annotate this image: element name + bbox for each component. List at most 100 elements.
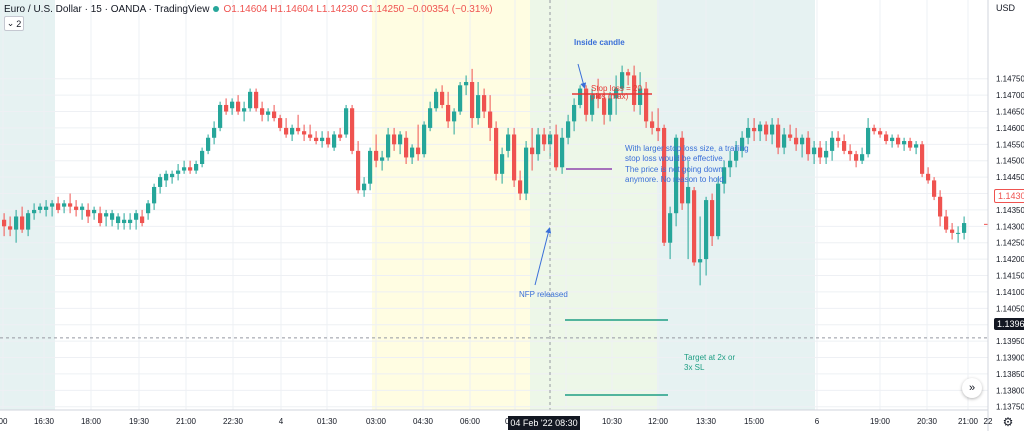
candle[interactable] xyxy=(530,127,535,171)
candle[interactable] xyxy=(374,134,379,168)
candle[interactable] xyxy=(242,101,247,122)
candle[interactable] xyxy=(692,186,697,266)
candle[interactable] xyxy=(896,134,901,148)
candle[interactable] xyxy=(860,147,865,164)
candle[interactable] xyxy=(776,118,781,155)
candle[interactable] xyxy=(800,134,805,158)
candle[interactable] xyxy=(578,85,583,109)
candle[interactable] xyxy=(212,121,217,145)
candle[interactable] xyxy=(152,183,157,210)
candle[interactable] xyxy=(602,91,607,125)
candle[interactable] xyxy=(674,134,679,227)
candle[interactable] xyxy=(668,206,673,260)
candle[interactable] xyxy=(392,127,397,151)
candle[interactable] xyxy=(134,209,139,230)
candle[interactable] xyxy=(248,88,253,112)
candle[interactable] xyxy=(128,213,133,230)
candle[interactable] xyxy=(842,134,847,155)
candle[interactable] xyxy=(206,134,211,155)
candle[interactable] xyxy=(866,118,871,158)
candle[interactable] xyxy=(116,213,121,230)
candle[interactable] xyxy=(662,124,667,246)
candle[interactable] xyxy=(620,65,625,96)
candle[interactable] xyxy=(686,160,691,260)
candle[interactable] xyxy=(218,101,223,132)
candle[interactable] xyxy=(104,209,109,227)
candle[interactable] xyxy=(542,127,547,151)
candle[interactable] xyxy=(32,203,37,220)
collapse-indicators-button[interactable]: ⌄ 2 xyxy=(4,16,24,31)
candle[interactable] xyxy=(878,127,883,138)
candle[interactable] xyxy=(476,82,481,125)
candle[interactable] xyxy=(434,88,439,112)
candle[interactable] xyxy=(758,121,763,142)
candle[interactable] xyxy=(440,85,445,109)
candle[interactable] xyxy=(188,160,193,174)
candle[interactable] xyxy=(398,131,403,155)
candle[interactable] xyxy=(890,134,895,148)
candle[interactable] xyxy=(164,170,169,187)
candle[interactable] xyxy=(110,209,115,227)
candle[interactable] xyxy=(632,65,637,112)
candle[interactable] xyxy=(626,68,631,86)
candle[interactable] xyxy=(938,190,943,227)
candle[interactable] xyxy=(410,144,415,164)
candle[interactable] xyxy=(338,127,343,142)
candle[interactable] xyxy=(302,124,307,142)
candle[interactable] xyxy=(356,141,361,194)
candle[interactable] xyxy=(782,127,787,155)
candle[interactable] xyxy=(644,82,649,128)
candle[interactable] xyxy=(2,213,7,237)
candle[interactable] xyxy=(296,114,301,135)
candle[interactable] xyxy=(38,203,43,214)
candle[interactable] xyxy=(182,160,187,174)
candle[interactable] xyxy=(746,118,751,145)
candle[interactable] xyxy=(566,114,571,145)
candle[interactable] xyxy=(416,124,421,161)
candle[interactable] xyxy=(266,108,271,122)
candle[interactable] xyxy=(824,141,829,164)
candle[interactable] xyxy=(608,91,613,122)
candle[interactable] xyxy=(344,104,349,138)
candle[interactable] xyxy=(446,91,451,128)
candle[interactable] xyxy=(170,170,175,184)
candle[interactable] xyxy=(146,200,151,220)
candle[interactable] xyxy=(200,147,205,168)
candle[interactable] xyxy=(494,121,499,181)
candle[interactable] xyxy=(290,124,295,142)
candle[interactable] xyxy=(734,141,739,168)
candle[interactable] xyxy=(902,137,907,151)
candle[interactable] xyxy=(854,150,859,168)
candle[interactable] xyxy=(56,196,61,214)
candle[interactable] xyxy=(512,127,517,187)
candle[interactable] xyxy=(260,101,265,122)
candle[interactable] xyxy=(908,137,913,151)
candle[interactable] xyxy=(524,141,529,201)
candle[interactable] xyxy=(812,141,817,164)
candle[interactable] xyxy=(236,95,241,115)
candle[interactable] xyxy=(86,203,91,224)
candle[interactable] xyxy=(884,131,889,145)
candle[interactable] xyxy=(254,88,259,112)
candle[interactable] xyxy=(386,127,391,161)
candle[interactable] xyxy=(932,177,937,201)
candle[interactable] xyxy=(656,108,661,142)
candle[interactable] xyxy=(158,173,163,194)
candle[interactable] xyxy=(224,98,229,115)
candle[interactable] xyxy=(728,150,733,178)
candle[interactable] xyxy=(950,223,955,240)
candle[interactable] xyxy=(8,216,13,237)
candle[interactable] xyxy=(818,141,823,164)
candle[interactable] xyxy=(788,124,793,142)
candle[interactable] xyxy=(26,209,31,237)
candle[interactable] xyxy=(380,150,385,171)
candle[interactable] xyxy=(464,75,469,96)
candle[interactable] xyxy=(404,131,409,164)
candle[interactable] xyxy=(704,196,709,276)
candle[interactable] xyxy=(422,121,427,158)
candle[interactable] xyxy=(848,144,853,161)
candle[interactable] xyxy=(482,88,487,119)
candle[interactable] xyxy=(284,118,289,138)
candle[interactable] xyxy=(74,200,79,217)
